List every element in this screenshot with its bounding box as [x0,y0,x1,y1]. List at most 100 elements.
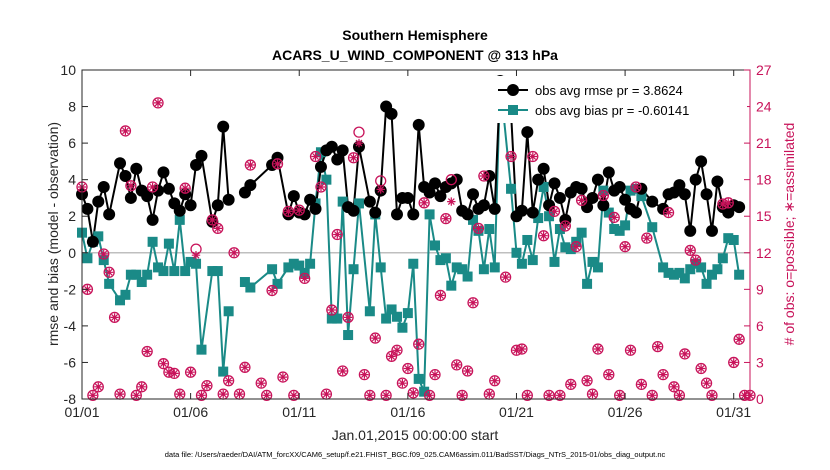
obs-assimilated-marker [648,391,657,400]
obs-possible-marker [700,377,713,389]
obs-assimilated-marker [409,388,418,398]
y-tick-label: -4 [64,318,77,334]
bias-point [343,330,354,341]
obs-assimilated-marker [544,391,554,400]
obs-assimilated-marker [99,249,108,259]
obs-possible-marker [380,389,392,401]
bias-point [147,236,158,247]
obs-possible-marker [239,361,251,373]
obs-possible-marker [157,358,170,370]
rmse-point [575,182,588,195]
bias-point [93,231,104,242]
obs-possible-marker [679,348,691,360]
bias-point [191,258,202,269]
legend: obs avg rmse pr = 3.8624 obs avg bias pr… [493,76,747,123]
bias-point [283,262,294,273]
obs-assimilated-marker [376,185,385,194]
bias-point [397,322,408,333]
bias-point [560,242,571,253]
y-axis-label: rmse and bias (model - observation) [45,122,61,346]
obs-assimilated-marker [132,391,141,400]
obs-assimilated-marker [441,214,451,223]
bias-point [446,280,457,291]
rmse-point [325,140,338,153]
bias-point [245,282,256,293]
obs-possible-marker [266,284,278,297]
obs-possible-marker [261,389,273,401]
bias-point [408,258,419,269]
obs-possible-marker [440,213,452,225]
bias-point [533,213,544,224]
obs-possible-marker [652,340,664,353]
obs-assimilated-marker [316,182,326,192]
bias-point [239,277,250,288]
obs-assimilated-marker [289,391,298,400]
obs-assimilated-marker [343,313,353,322]
obs-assimilated-marker [430,370,440,379]
obs-possible-marker [472,222,485,235]
bias-point [554,224,565,235]
obs-assimilated-marker [88,391,98,400]
obs-assimilated-marker [501,272,510,282]
bias-point [663,267,674,278]
obs-possible-marker [635,378,648,391]
bias-point [218,366,229,377]
obs-possible-marker [184,366,197,378]
rmse-point [412,118,425,131]
obs-possible-marker [92,381,104,393]
obs-assimilated-marker [143,347,152,356]
obs-possible-marker [429,368,441,381]
obs-possible-marker [396,377,409,389]
obs-possible-marker [597,189,610,202]
rmse-point [331,153,344,166]
obs-possible-marker [212,222,224,235]
obs-assimilated-marker [181,184,190,193]
obs-assimilated-marker [610,213,619,222]
bias-point [565,244,576,255]
obs-assimilated-marker [213,224,222,233]
obs-possible-marker [575,194,588,207]
rmse-point [217,120,230,133]
rmse-point [385,107,398,120]
bias-point [538,181,549,192]
bias-point [375,262,386,273]
bias-point [582,278,593,289]
obs-assimilated-marker [664,208,673,217]
obs-possible-marker [130,389,142,401]
obs-assimilated-marker [338,366,347,376]
obs-assimilated-marker [631,182,641,192]
bias-point [728,234,739,245]
obs-assimilated-marker [219,389,228,399]
obs-assimilated-marker [278,372,288,382]
bias-point [163,238,174,249]
obs-assimilated-marker [153,98,163,108]
obs-possible-marker [125,180,137,192]
obs-assimilated-marker [577,196,586,205]
obs-assimilated-marker [333,230,342,239]
rmse-point [657,202,670,215]
rmse-point [141,190,154,203]
obs-assimilated-marker [425,391,434,400]
obs-possible-marker [364,389,376,401]
obs-assimilated-marker [740,391,749,400]
bias-point [462,271,473,282]
x-tick-label: 01/11 [282,404,316,420]
obs-assimilated-marker [702,379,711,388]
obs-possible-marker [87,389,99,401]
rmse-point [629,206,642,219]
obs-possible-marker [608,211,620,224]
obs-possible-marker [337,365,349,377]
obs-possible-marker [668,381,680,393]
obs-possible-marker [499,271,512,283]
rmse-point [369,206,382,219]
obs-possible-marker [119,125,132,137]
obs-assimilated-marker [240,363,250,372]
obs-possible-marker [548,205,561,217]
obs-possible-marker [347,152,360,164]
bias-point [142,269,153,280]
bias-point [527,255,538,266]
obs-assimilated-marker [734,335,744,344]
bias-point [723,233,734,244]
bias-point [288,258,299,269]
obs-assimilated-marker [474,224,483,233]
